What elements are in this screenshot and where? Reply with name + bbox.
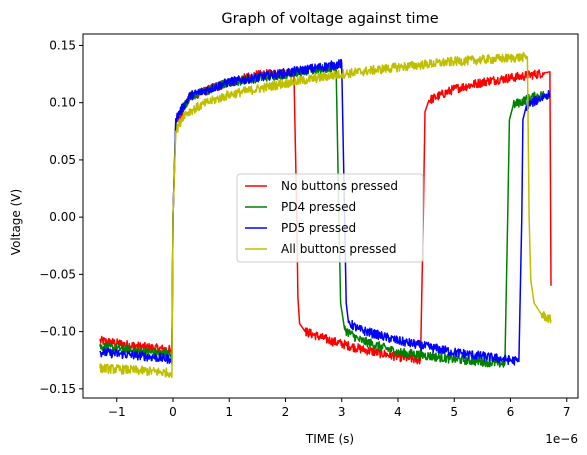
series-layer	[99, 51, 552, 379]
legend-label: All buttons pressed	[281, 242, 397, 256]
x-tick-label: 2	[282, 405, 290, 419]
y-axis-label: Voltage (V)	[9, 189, 23, 255]
x-tick-label: 0	[169, 405, 177, 419]
x-tick-label: 7	[563, 405, 571, 419]
x-tick-label: 5	[450, 405, 458, 419]
y-tick-label: 0.00	[49, 210, 76, 224]
y-tick-label: −0.15	[39, 382, 76, 396]
y-tick-label: 0.15	[49, 38, 76, 52]
legend: No buttons pressed PD4 pressed PD5 pressed…	[236, 173, 424, 263]
x-ticks: −1 0 1 2 3 4 5 6 7	[108, 398, 571, 419]
x-tick-label: 4	[394, 405, 402, 419]
x-tick-label: 6	[507, 405, 515, 419]
y-tick-label: 0.05	[49, 153, 76, 167]
x-offset-label: 1e−6	[545, 432, 578, 446]
plot-area: −1 0 1 2 3 4 5 6 7 −0.15 −0.10 −0.05 0.00 0.05 0.10 0.…	[39, 33, 579, 419]
plot-frame	[82, 33, 579, 399]
y-tick-label: −0.05	[39, 267, 76, 281]
series-line-2	[99, 58, 551, 366]
legend-label: PD4 pressed	[281, 200, 356, 214]
y-ticks: −0.15 −0.10 −0.05 0.00 0.05 0.10 0.15	[39, 38, 83, 396]
x-tick-label: 3	[338, 405, 346, 419]
y-tick-label: 0.10	[49, 96, 76, 110]
x-axis-label: TIME (s)	[305, 432, 354, 446]
legend-box	[236, 173, 424, 263]
x-tick-label: −1	[108, 405, 126, 419]
x-tick-label: 1	[225, 405, 233, 419]
legend-label: PD5 pressed	[281, 221, 356, 235]
legend-label: No buttons pressed	[281, 179, 398, 193]
series-line-3	[99, 51, 552, 379]
y-tick-label: −0.10	[39, 325, 76, 339]
chart-title: Graph of voltage against time	[221, 11, 438, 27]
